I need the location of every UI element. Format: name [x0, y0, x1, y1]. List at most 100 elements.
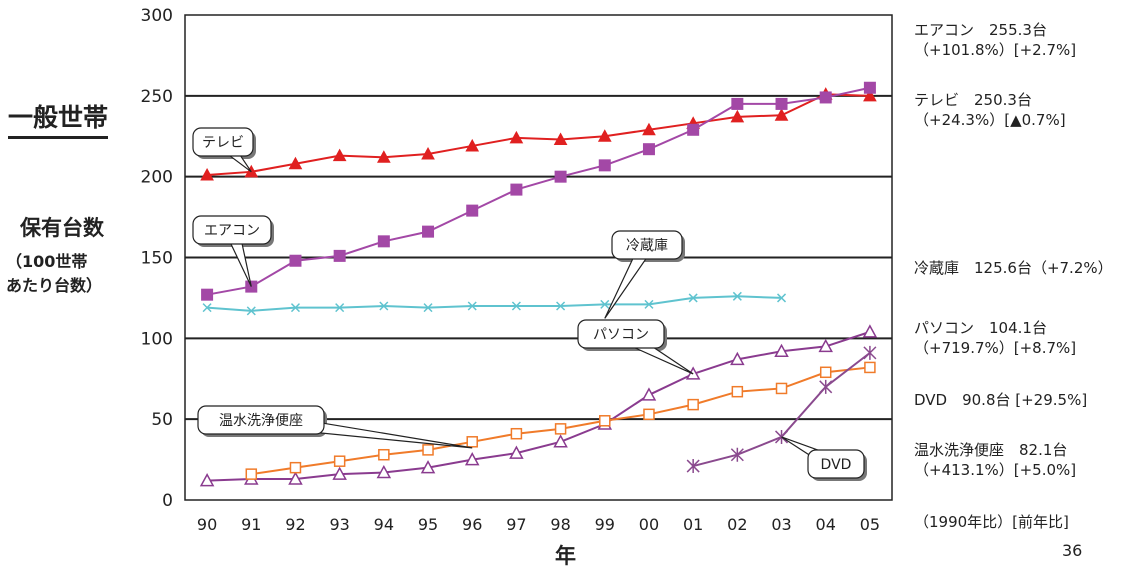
- data-point: [200, 168, 214, 181]
- data-point: [510, 183, 523, 196]
- data-point: [377, 235, 390, 248]
- data-point: [199, 473, 215, 487]
- x-tick-label: 97: [506, 515, 526, 534]
- note-fridge-line1: 冷蔵庫 125.6台（+7.2%）: [914, 259, 1113, 277]
- data-point: [335, 303, 345, 313]
- data-point: [465, 138, 480, 152]
- data-point: [687, 398, 699, 411]
- note-fridge: 冷蔵庫 125.6台（+7.2%）: [914, 258, 1113, 278]
- data-point: [819, 91, 832, 104]
- data-point: [598, 159, 611, 172]
- data-point: [466, 204, 479, 217]
- callout-温水洗浄便座: 温水洗浄便座: [197, 405, 473, 449]
- data-point: [511, 301, 521, 311]
- callout-label: 冷蔵庫: [626, 237, 668, 254]
- data-point: [554, 170, 567, 183]
- note-pc-line2: （+719.7%）[+8.7%]: [914, 339, 1077, 357]
- note-tv-line1: テレビ 250.3台: [914, 91, 1032, 109]
- note-pc-line1: パソコン 104.1台: [914, 319, 1047, 337]
- data-point: [553, 434, 568, 448]
- data-point: [556, 301, 566, 311]
- data-point: [332, 148, 347, 162]
- data-point: [333, 249, 346, 262]
- note-dvd-line1: DVD 90.8台 [+29.5%]: [914, 391, 1088, 409]
- x-tick-label: 93: [329, 515, 349, 534]
- y-tick-label: 100: [141, 329, 173, 349]
- callout-label: エアコン: [204, 223, 260, 239]
- callout-label: パソコン: [593, 327, 649, 343]
- data-point: [466, 436, 478, 448]
- data-point: [246, 306, 256, 316]
- callout-box: [197, 405, 325, 435]
- x-tick-label: 03: [771, 515, 791, 534]
- callout-冷蔵庫: 冷蔵庫: [604, 230, 685, 319]
- x-tick-label: 00: [639, 515, 659, 534]
- y-axis-sublabel: （100世帯 あたり台数）: [6, 250, 102, 298]
- series-1: [201, 81, 876, 301]
- y-axis-label: 保有台数: [20, 216, 104, 240]
- data-point: [863, 81, 876, 94]
- data-point: [642, 122, 656, 136]
- y-tick-label: 50: [151, 410, 173, 430]
- callout-box: [577, 319, 665, 349]
- data-point: [644, 299, 654, 309]
- data-point: [420, 460, 436, 474]
- series-3: [199, 324, 878, 487]
- data-point: [642, 143, 655, 156]
- data-point: [818, 338, 833, 353]
- data-point: [732, 291, 742, 301]
- y-tick-label: 200: [141, 168, 173, 188]
- y-tick-label: 0: [162, 491, 173, 511]
- callout-DVD: DVD: [781, 436, 867, 481]
- callout-box: [192, 127, 254, 157]
- series-line: [207, 330, 871, 482]
- data-point: [422, 444, 434, 456]
- series-layer: [199, 81, 878, 487]
- data-point: [774, 343, 789, 358]
- data-point: [819, 379, 833, 394]
- note-tv: テレビ 250.3台 （+24.3%）[▲0.7%]: [914, 90, 1066, 130]
- data-point: [333, 455, 346, 467]
- x-tick-label: 05: [860, 515, 880, 534]
- callout-label: テレビ: [202, 135, 244, 151]
- y-axis-sublabel-line1: （100世帯: [6, 252, 88, 271]
- data-point: [643, 408, 655, 421]
- household-label: 一般世帯: [8, 98, 109, 139]
- x-tick-label: 04: [816, 515, 836, 534]
- note-aircon-line2: （+101.8%）[+2.7%]: [914, 41, 1077, 59]
- y-tick-label: 150: [141, 249, 173, 269]
- x-tick-label: 98: [550, 515, 570, 534]
- series-line: [206, 86, 871, 296]
- note-legend: （1990年比）[前年比]: [914, 512, 1069, 532]
- data-point: [775, 97, 788, 110]
- note-toilet: 温水洗浄便座 82.1台 （+413.1%）[+5.0%]: [914, 440, 1076, 480]
- data-point: [245, 468, 258, 480]
- data-point: [201, 288, 214, 301]
- note-toilet-line2: （+413.1%）[+5.0%]: [914, 461, 1077, 479]
- note-toilet-line1: 温水洗浄便座 82.1台: [914, 441, 1068, 459]
- x-tick-label: 90: [197, 515, 217, 534]
- data-point: [686, 459, 700, 474]
- data-point: [777, 293, 787, 303]
- data-point: [509, 130, 524, 144]
- callout-label: DVD: [821, 457, 852, 473]
- data-point: [379, 301, 389, 311]
- series-4: [245, 361, 876, 480]
- callout-label: 温水洗浄便座: [219, 413, 303, 429]
- grid-lines: [185, 94, 892, 421]
- plot-frame: [184, 14, 893, 501]
- data-point: [332, 466, 347, 480]
- data-point: [774, 108, 789, 121]
- note-aircon-line1: エアコン 255.3台: [914, 21, 1047, 39]
- page-number: 36: [1062, 541, 1083, 560]
- series-line: [207, 295, 782, 312]
- note-dvd: DVD 90.8台 [+29.5%]: [914, 390, 1087, 410]
- note-tv-line2: （+24.3%）[▲0.7%]: [914, 111, 1066, 129]
- data-point: [467, 301, 477, 311]
- x-tick-label: 01: [683, 515, 703, 534]
- data-point: [376, 464, 392, 479]
- data-point: [553, 132, 568, 145]
- data-point: [288, 471, 303, 485]
- data-point: [510, 427, 523, 440]
- data-point: [202, 303, 212, 313]
